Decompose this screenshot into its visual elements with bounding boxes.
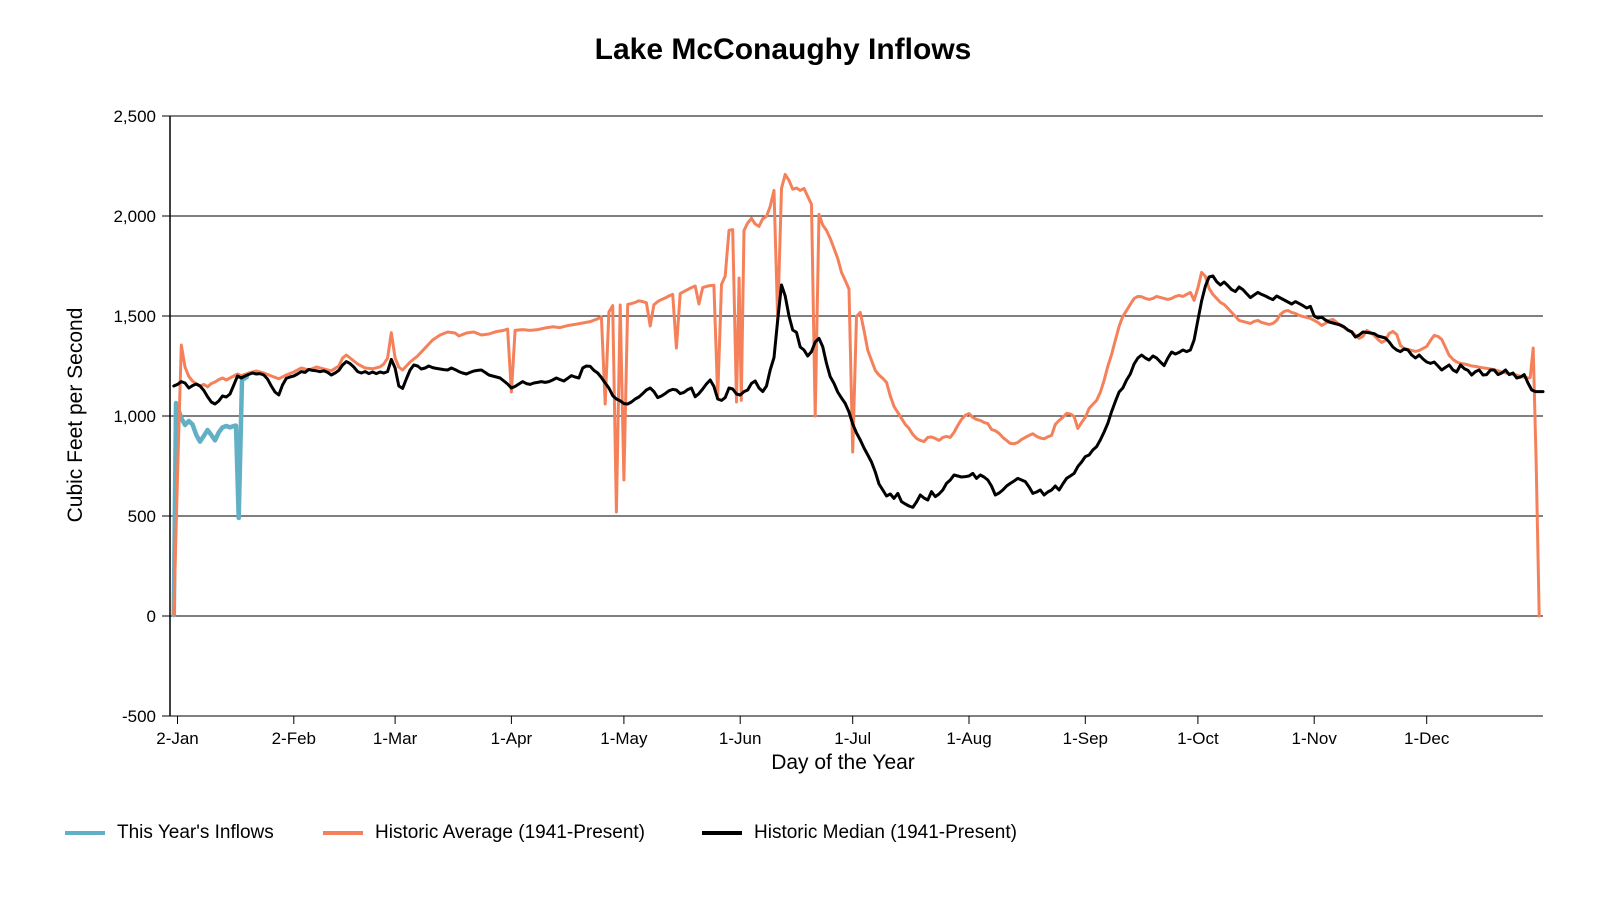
svg-text:1-Dec: 1-Dec [1404, 729, 1450, 748]
legend: This Year's Inflows Historic Average (19… [0, 820, 1600, 846]
y-axis-title: Cubic Feet per Second [64, 307, 87, 523]
legend-label-historic-average: Historic Average (1941-Present) [375, 822, 645, 843]
legend-swatch-historic-median [702, 831, 742, 835]
legend-label-historic-median: Historic Median (1941-Present) [754, 822, 1017, 843]
svg-text:500: 500 [128, 507, 156, 526]
x-axis-title: Day of the Year [771, 751, 915, 774]
svg-text:2-Feb: 2-Feb [272, 729, 316, 748]
legend-item-this-year: This Year's Inflows [65, 820, 274, 846]
svg-text:1-Nov: 1-Nov [1292, 729, 1338, 748]
svg-text:1,000: 1,000 [113, 407, 156, 426]
svg-text:1-May: 1-May [600, 729, 648, 748]
svg-text:-500: -500 [122, 707, 156, 726]
svg-text:1-Jun: 1-Jun [719, 729, 762, 748]
chart-title: Lake McConaughy Inflows [594, 33, 972, 66]
legend-item-historic-average: Historic Average (1941-Present) [323, 820, 645, 846]
svg-text:1-Apr: 1-Apr [491, 729, 533, 748]
legend-label-this-year: This Year's Inflows [117, 822, 274, 843]
legend-swatch-historic-average [323, 831, 363, 835]
svg-text:0: 0 [147, 607, 156, 626]
svg-text:1-Oct: 1-Oct [1177, 729, 1219, 748]
svg-text:1-Mar: 1-Mar [373, 729, 418, 748]
svg-text:1-Aug: 1-Aug [946, 729, 991, 748]
svg-text:1-Sep: 1-Sep [1063, 729, 1108, 748]
legend-swatch-this-year [65, 831, 105, 835]
svg-text:1-Jul: 1-Jul [834, 729, 871, 748]
svg-text:2-Jan: 2-Jan [156, 729, 199, 748]
legend-item-historic-median: Historic Median (1941-Present) [702, 820, 1017, 846]
svg-text:2,500: 2,500 [113, 107, 156, 126]
svg-text:1,500: 1,500 [113, 307, 156, 326]
svg-text:2,000: 2,000 [113, 207, 156, 226]
